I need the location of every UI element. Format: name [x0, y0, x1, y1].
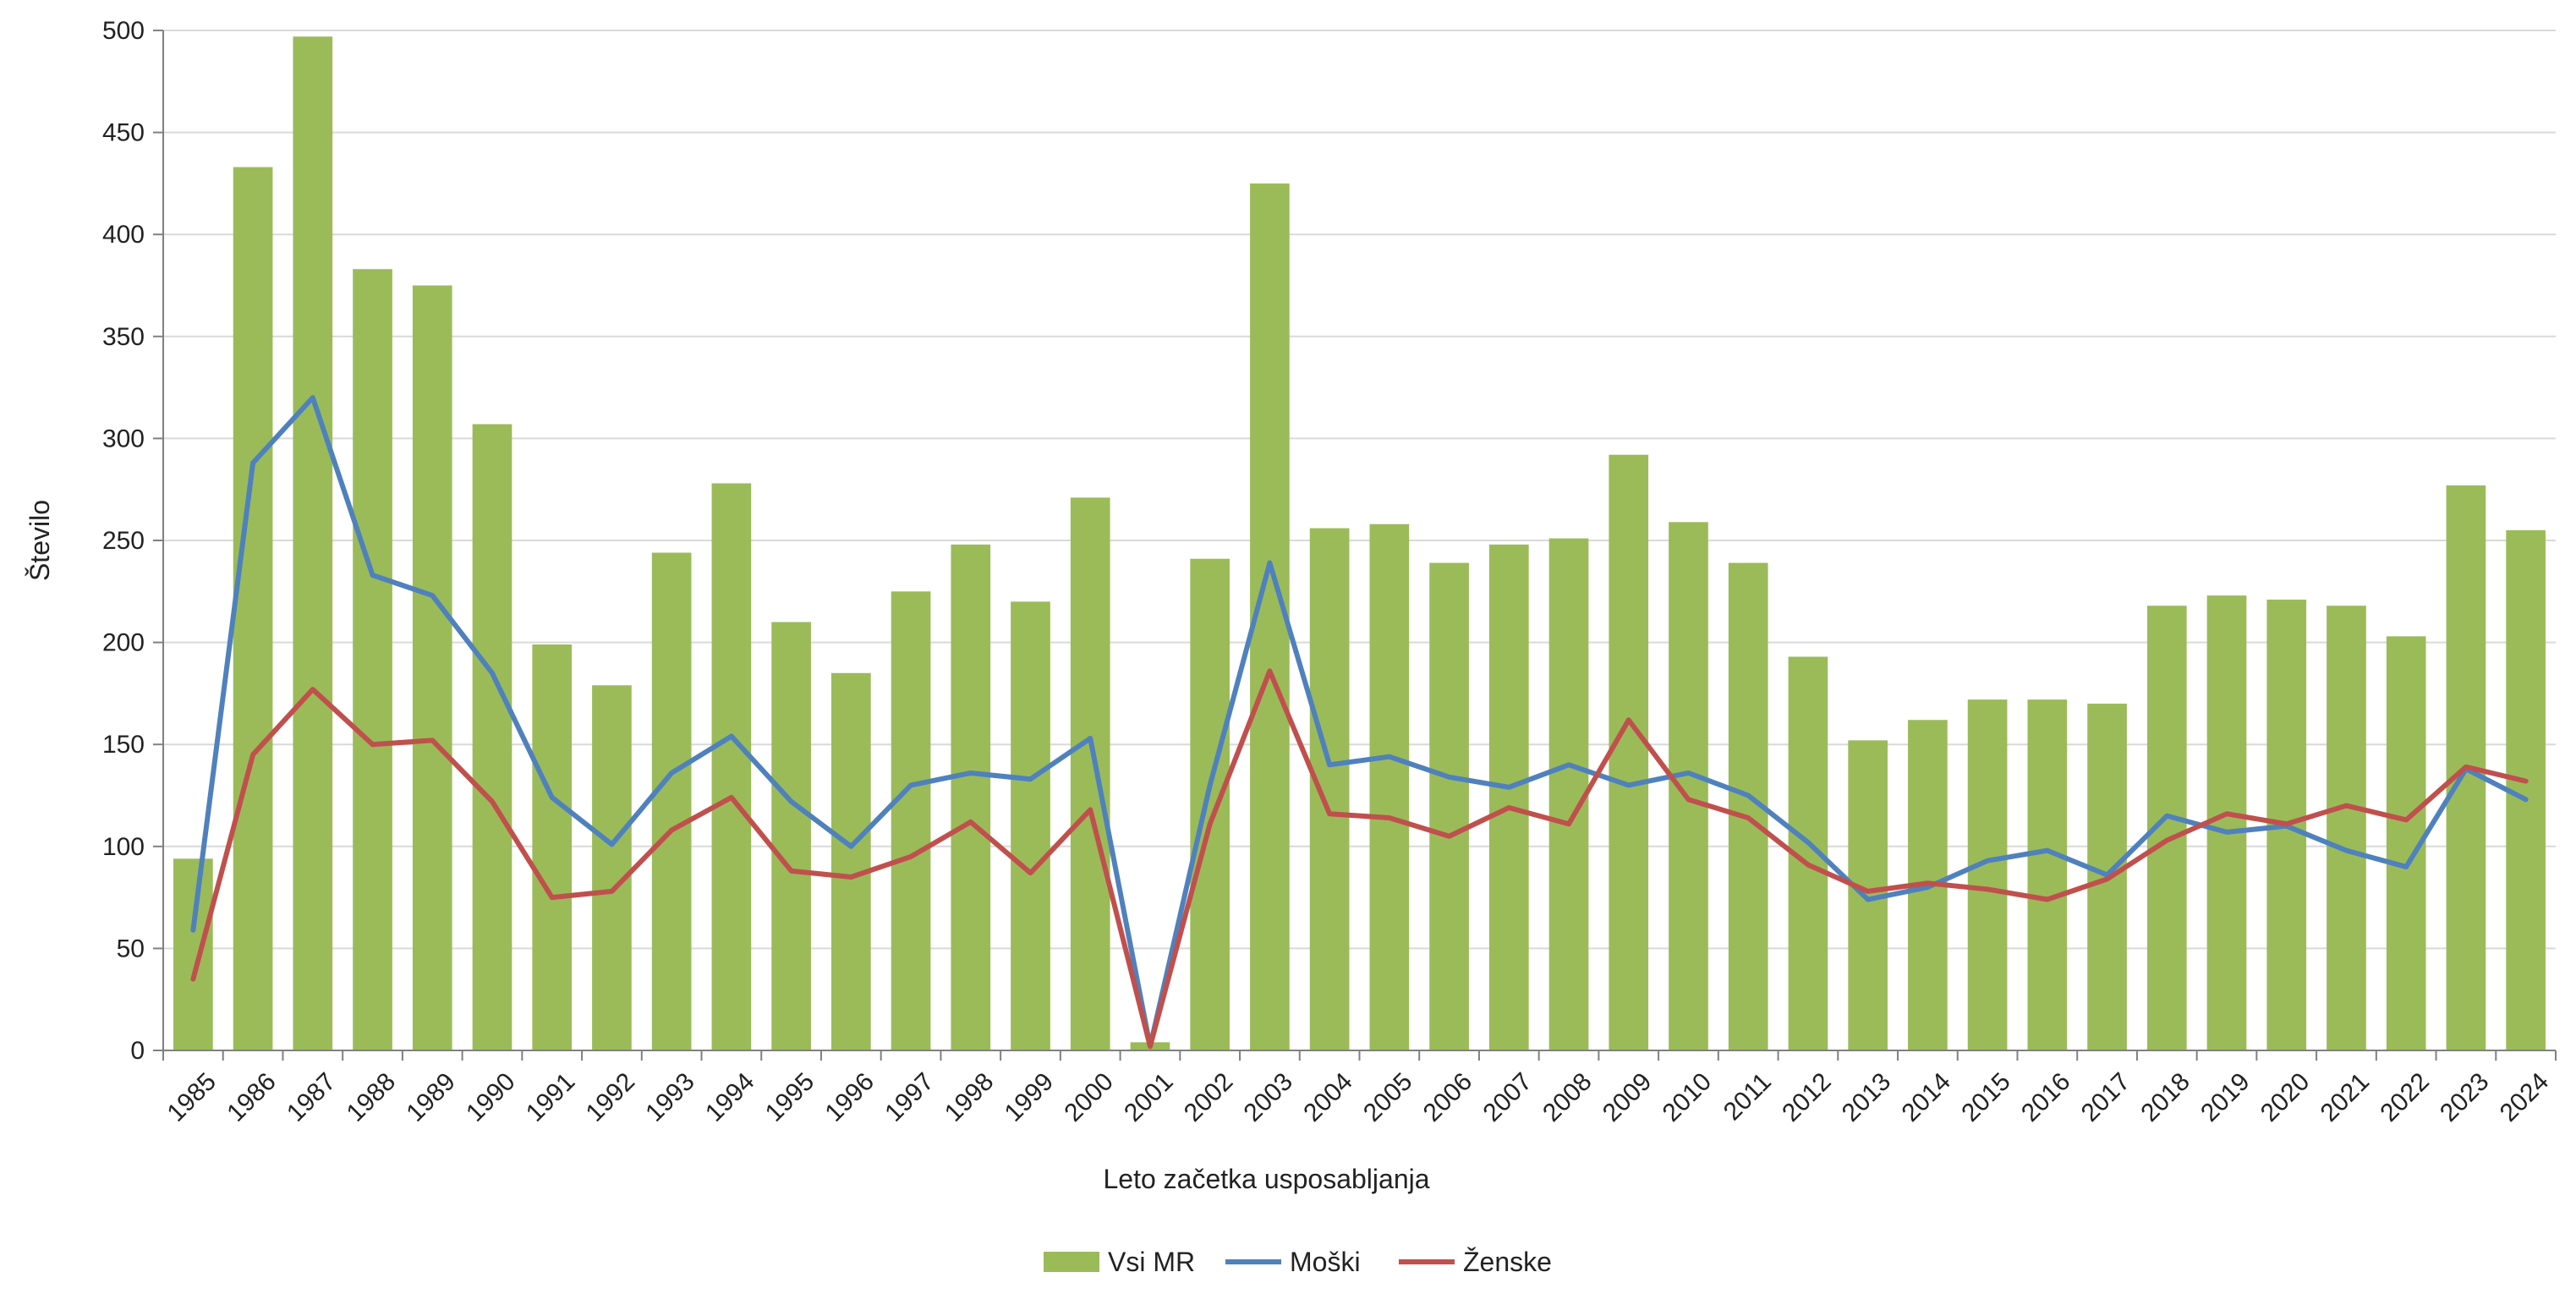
x-tick-label: 2009	[1598, 1067, 1658, 1127]
bar-2008	[1548, 538, 1589, 1050]
x-tick-label: 2024	[2495, 1067, 2555, 1127]
x-tick-label: 1995	[760, 1067, 820, 1127]
bar-2002	[1190, 558, 1230, 1050]
x-tick-label: 2004	[1298, 1067, 1358, 1127]
bar-2016	[2027, 699, 2068, 1050]
x-tick-label: 1999	[1000, 1067, 1060, 1127]
bar-2021	[2327, 606, 2366, 1050]
y-tick-label: 250	[102, 527, 145, 555]
bar-1999	[1011, 601, 1050, 1050]
x-tick-label: 1985	[162, 1067, 222, 1127]
x-tick-label: 2017	[2076, 1067, 2136, 1127]
x-tick-label: 2010	[1658, 1067, 1718, 1127]
axes	[162, 30, 2557, 1061]
x-tick-label: 2023	[2435, 1067, 2495, 1127]
bar-2006	[1429, 562, 1469, 1050]
bar-1993	[651, 552, 692, 1050]
bar-1989	[412, 285, 452, 1050]
x-tick-label: 1993	[640, 1067, 700, 1127]
y-tick-label: 400	[102, 221, 145, 249]
x-tick-label: 2003	[1239, 1067, 1299, 1127]
bar-2010	[1669, 522, 1708, 1050]
y-tick-label: 0	[130, 1037, 145, 1065]
y-axis-label: Število	[25, 500, 55, 581]
bar-2004	[1309, 528, 1350, 1050]
bar-1990	[472, 424, 512, 1050]
x-tick-label: 2008	[1537, 1067, 1598, 1127]
x-tick-label: 1997	[880, 1067, 940, 1127]
bar-1994	[711, 483, 752, 1050]
legend-label: Moški	[1290, 1247, 1361, 1277]
x-tick-label: 1991	[521, 1067, 581, 1127]
y-tick-label: 350	[102, 323, 145, 351]
x-tick-label: 2012	[1777, 1067, 1837, 1127]
x-tick-label: 2000	[1059, 1067, 1119, 1127]
y-tick-label: 100	[102, 833, 145, 861]
x-tick-label: 1998	[940, 1067, 1000, 1127]
bar-1988	[353, 269, 392, 1051]
x-tick-label: 2002	[1179, 1067, 1239, 1127]
bar-series-vsi-mr	[173, 36, 2546, 1051]
line-series-moski	[190, 395, 2529, 1050]
x-tick-label: 2021	[2316, 1067, 2376, 1127]
x-tick-label: 1994	[700, 1067, 760, 1127]
x-tick-label: 2007	[1477, 1067, 1537, 1127]
bar-1987	[293, 36, 333, 1051]
bar-2007	[1488, 544, 1529, 1050]
x-tick-label: 2022	[2375, 1067, 2435, 1127]
bar-2019	[2206, 595, 2247, 1050]
gridlines	[163, 30, 2556, 950]
x-tick-label: 2019	[2195, 1067, 2255, 1127]
y-tick-label: 450	[102, 119, 145, 147]
bar-1995	[771, 622, 811, 1050]
y-tick-labels: 0 50 100 150 200 250 300 350 400 450 500	[102, 17, 163, 1065]
x-tick-label: 1986	[222, 1067, 282, 1127]
x-tick-label: 2006	[1418, 1067, 1478, 1127]
bar-1985	[173, 858, 213, 1050]
x-tick-label: 2013	[1837, 1067, 1897, 1127]
bar-2000	[1070, 497, 1110, 1050]
bar-1996	[830, 672, 871, 1050]
line-series-zenske	[190, 668, 2529, 1050]
y-tick-label: 200	[102, 629, 145, 657]
legend-label: Vsi MR	[1108, 1247, 1195, 1277]
legend: Vsi MR Moški Ženske	[1044, 1247, 1552, 1277]
x-tick-label: 1992	[581, 1067, 641, 1127]
x-tick-label: 2011	[1718, 1067, 1777, 1126]
x-tick-label: 2015	[1956, 1067, 2016, 1127]
bar-1991	[532, 644, 573, 1050]
x-tick-labels: 1985 1986 1987 1988 1989 1990 1991 1992 1993 1994…	[162, 1067, 2554, 1127]
y-tick-label: 500	[102, 17, 145, 45]
bar-1992	[592, 685, 632, 1050]
bar-2015	[1967, 699, 2008, 1050]
x-tick-label: 1996	[819, 1067, 880, 1127]
x-tick-label: 2014	[1897, 1067, 1957, 1127]
legend-label: Ženske	[1463, 1247, 1552, 1277]
bar-1986	[233, 167, 273, 1050]
x-tick-label: 1987	[282, 1067, 342, 1127]
x-tick-label: 2016	[2016, 1067, 2076, 1127]
bar-1997	[891, 591, 931, 1050]
x-tick-label: 2020	[2255, 1067, 2316, 1127]
x-axis-label: Leto začetka usposabljanja	[1103, 1164, 1429, 1194]
x-tick-label: 1988	[342, 1067, 402, 1127]
x-tick-label: 1990	[461, 1067, 521, 1127]
x-tick-label: 2001	[1119, 1067, 1179, 1127]
x-tick-label: 2005	[1358, 1067, 1418, 1127]
y-tick-label: 150	[102, 731, 145, 759]
bar-2005	[1369, 524, 1410, 1050]
legend-swatch-bar	[1044, 1252, 1099, 1272]
y-tick-label: 300	[102, 425, 145, 452]
y-tick-label: 50	[117, 935, 145, 962]
line-series-group	[190, 395, 2529, 1050]
x-tick-label: 2018	[2135, 1067, 2195, 1127]
bar-1998	[951, 544, 991, 1050]
x-tick-label: 1989	[401, 1067, 461, 1127]
bar-2009	[1609, 454, 1649, 1050]
